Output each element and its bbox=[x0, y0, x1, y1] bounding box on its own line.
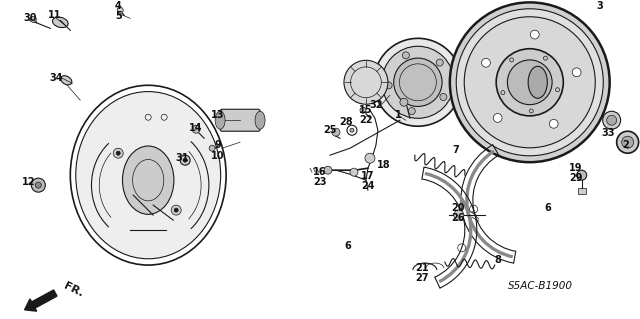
Circle shape bbox=[365, 153, 375, 163]
Text: 17: 17 bbox=[361, 171, 374, 181]
Text: 30: 30 bbox=[24, 13, 37, 23]
Text: 4: 4 bbox=[115, 1, 122, 11]
Text: 21: 21 bbox=[415, 263, 429, 273]
Circle shape bbox=[531, 30, 539, 39]
Text: 24: 24 bbox=[361, 181, 374, 191]
Circle shape bbox=[360, 107, 366, 113]
Circle shape bbox=[192, 125, 200, 133]
Circle shape bbox=[464, 17, 595, 148]
Circle shape bbox=[344, 60, 388, 104]
Bar bbox=[578, 188, 586, 194]
Circle shape bbox=[572, 68, 581, 77]
Circle shape bbox=[440, 93, 447, 100]
Circle shape bbox=[508, 60, 552, 105]
Text: 1: 1 bbox=[394, 110, 401, 120]
Text: 16: 16 bbox=[313, 167, 327, 177]
Circle shape bbox=[385, 82, 392, 89]
Text: 29: 29 bbox=[569, 173, 582, 183]
Circle shape bbox=[456, 9, 604, 156]
Circle shape bbox=[113, 148, 124, 158]
Text: 23: 23 bbox=[313, 177, 327, 187]
Ellipse shape bbox=[528, 66, 547, 98]
Circle shape bbox=[496, 49, 563, 116]
Circle shape bbox=[332, 128, 340, 136]
Text: 15: 15 bbox=[359, 105, 372, 115]
Ellipse shape bbox=[215, 111, 225, 129]
Text: 33: 33 bbox=[601, 128, 614, 138]
Circle shape bbox=[209, 145, 215, 151]
Text: 19: 19 bbox=[569, 163, 582, 173]
Circle shape bbox=[382, 46, 454, 118]
Text: 9: 9 bbox=[215, 140, 221, 150]
Text: 25: 25 bbox=[323, 125, 337, 135]
Circle shape bbox=[549, 119, 558, 128]
Text: 6: 6 bbox=[344, 241, 351, 251]
Text: 28: 28 bbox=[339, 117, 353, 127]
Ellipse shape bbox=[52, 17, 68, 28]
Text: 18: 18 bbox=[377, 160, 391, 170]
Circle shape bbox=[31, 178, 45, 192]
Text: 31: 31 bbox=[175, 153, 189, 163]
Ellipse shape bbox=[255, 111, 265, 129]
Text: 2: 2 bbox=[622, 140, 629, 150]
Ellipse shape bbox=[61, 76, 72, 85]
Bar bbox=[142, 112, 170, 123]
Circle shape bbox=[617, 131, 639, 153]
Text: 5: 5 bbox=[115, 11, 122, 21]
Text: 10: 10 bbox=[211, 151, 225, 161]
Circle shape bbox=[180, 155, 190, 165]
Text: 14: 14 bbox=[189, 123, 203, 133]
Circle shape bbox=[174, 208, 178, 212]
Ellipse shape bbox=[76, 92, 221, 259]
Circle shape bbox=[117, 7, 124, 13]
FancyArrow shape bbox=[24, 290, 57, 311]
Circle shape bbox=[454, 210, 464, 220]
Circle shape bbox=[171, 205, 181, 215]
Circle shape bbox=[450, 2, 610, 162]
Circle shape bbox=[403, 52, 410, 59]
Text: 20: 20 bbox=[451, 203, 465, 213]
Text: S5AC-B1900: S5AC-B1900 bbox=[508, 281, 573, 291]
Text: 22: 22 bbox=[359, 115, 372, 125]
Circle shape bbox=[183, 158, 187, 162]
Circle shape bbox=[603, 111, 621, 129]
Text: 12: 12 bbox=[22, 177, 35, 187]
Text: 3: 3 bbox=[596, 1, 603, 11]
Circle shape bbox=[324, 166, 332, 174]
Text: 7: 7 bbox=[452, 145, 460, 155]
FancyBboxPatch shape bbox=[220, 109, 260, 131]
Text: 27: 27 bbox=[415, 273, 429, 283]
Circle shape bbox=[394, 58, 442, 107]
Circle shape bbox=[35, 182, 42, 188]
Bar bbox=[138, 226, 158, 234]
Text: 13: 13 bbox=[211, 110, 225, 120]
Circle shape bbox=[30, 16, 36, 22]
Text: FR.: FR. bbox=[62, 281, 85, 299]
Circle shape bbox=[350, 128, 354, 132]
Text: 8: 8 bbox=[494, 255, 501, 265]
Circle shape bbox=[116, 151, 120, 155]
Ellipse shape bbox=[122, 146, 174, 214]
Text: 32: 32 bbox=[369, 100, 383, 110]
Circle shape bbox=[577, 170, 587, 180]
Circle shape bbox=[607, 115, 617, 125]
Circle shape bbox=[408, 108, 415, 115]
Circle shape bbox=[436, 59, 444, 66]
Text: 34: 34 bbox=[49, 73, 63, 83]
Circle shape bbox=[400, 98, 408, 106]
Circle shape bbox=[481, 58, 490, 67]
Text: 6: 6 bbox=[545, 203, 551, 213]
Circle shape bbox=[374, 38, 462, 126]
Text: 11: 11 bbox=[47, 10, 61, 20]
Circle shape bbox=[350, 168, 358, 176]
Text: 26: 26 bbox=[451, 213, 465, 223]
Circle shape bbox=[621, 136, 634, 148]
Circle shape bbox=[493, 114, 502, 122]
